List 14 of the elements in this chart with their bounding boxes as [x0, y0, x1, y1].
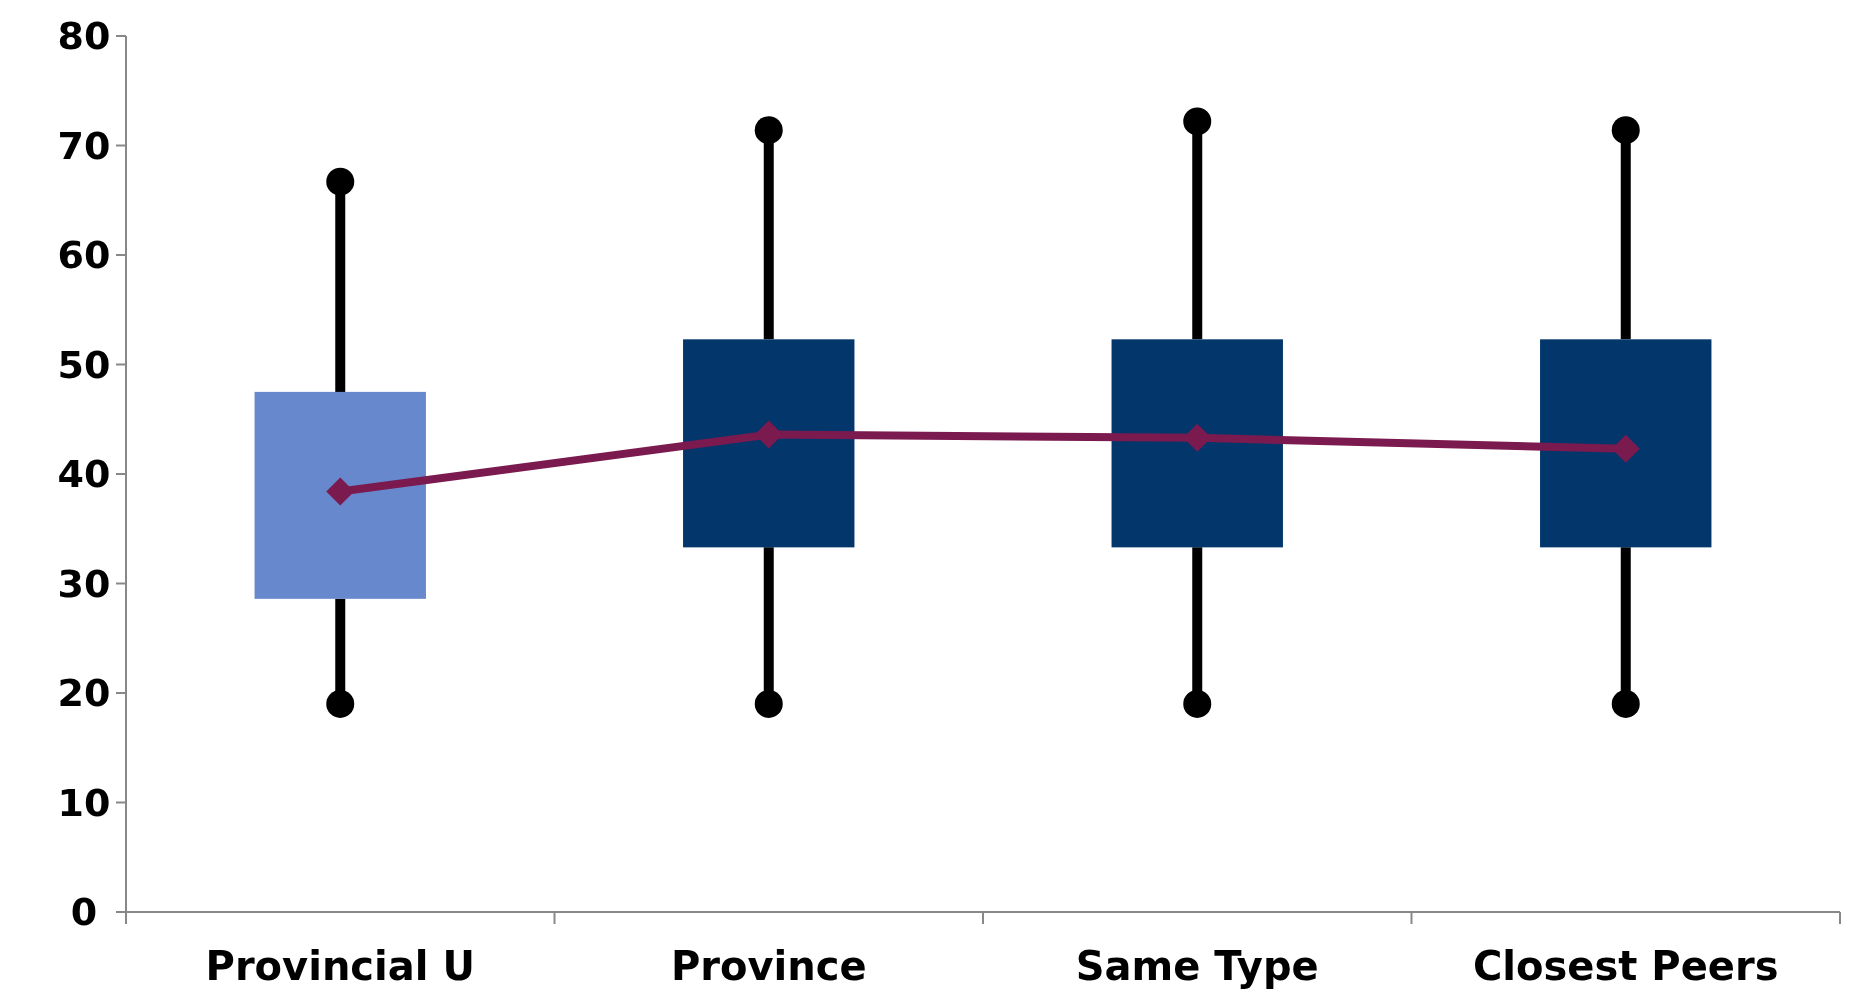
y-tick-label: 0 [70, 890, 98, 935]
y-tick-label: 80 [57, 14, 111, 59]
x-tick-label: Province [670, 943, 867, 989]
x-tick-label: Provincial U [205, 943, 475, 989]
y-tick-label: 60 [57, 233, 111, 278]
y-tick-label: 10 [57, 780, 111, 825]
y-tick-label: 40 [57, 452, 111, 497]
y-tick-label: 20 [57, 671, 111, 716]
y-tick-label: 30 [57, 561, 111, 606]
point [326, 477, 355, 506]
y-tick-label: 70 [57, 123, 111, 168]
x-tick-label: Same Type [1075, 943, 1319, 989]
y-tick-label: 50 [57, 342, 111, 387]
x-tick-label: Closest Peers [1473, 943, 1779, 989]
